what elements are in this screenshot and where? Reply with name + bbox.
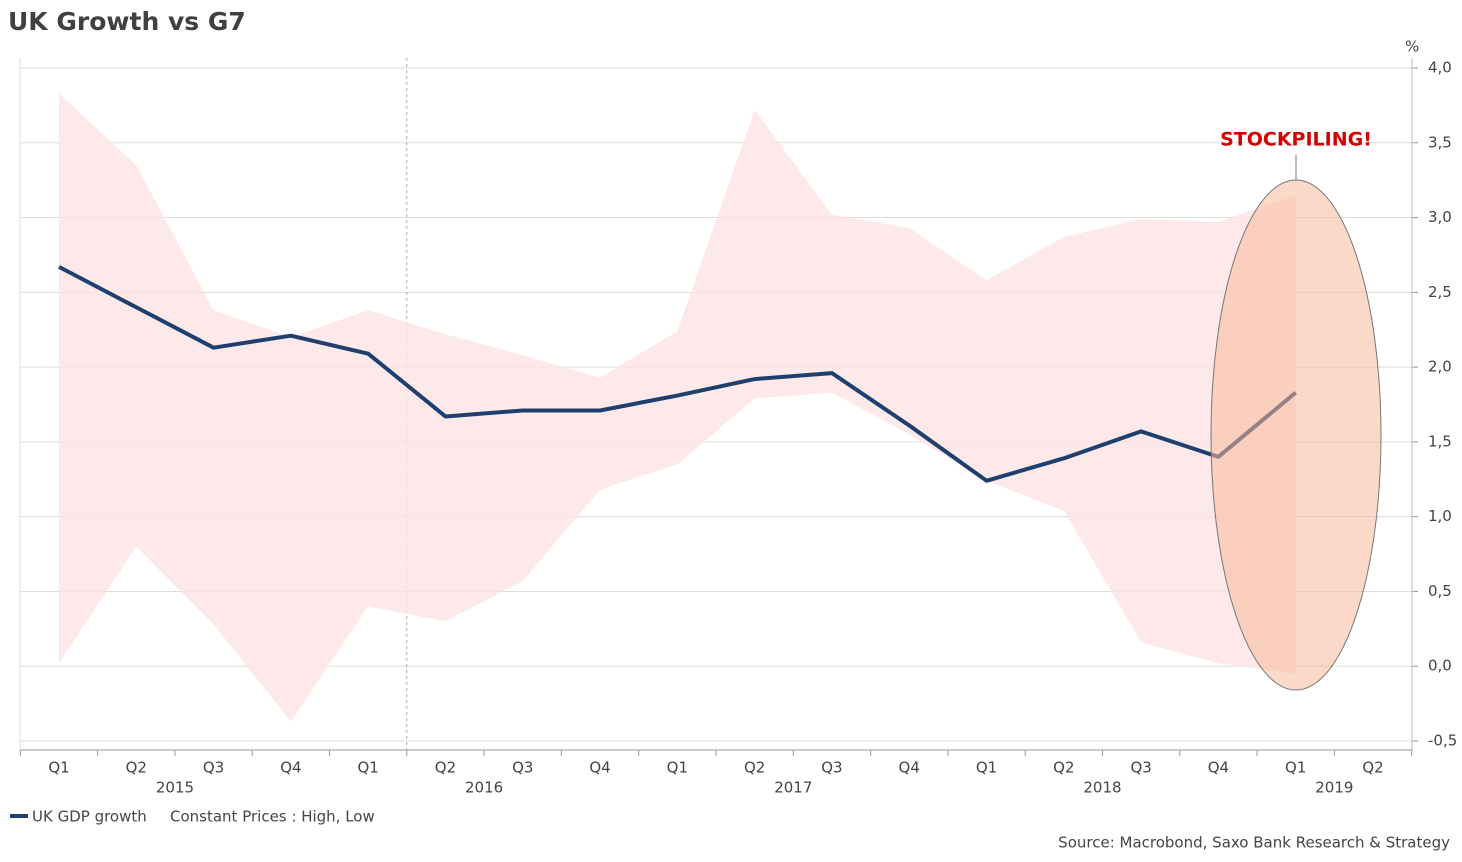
- x-tick-label: Q4: [899, 759, 920, 777]
- x-tick-label: Q3: [821, 759, 842, 777]
- x-tick-label: Q2: [1053, 759, 1074, 777]
- x-tick-label: Q2: [744, 759, 765, 777]
- x-tick-label: Q1: [357, 759, 378, 777]
- chart-title: UK Growth vs G7: [8, 7, 246, 36]
- y-tick-label: 1,5: [1428, 432, 1452, 450]
- x-group-label: 2015: [156, 779, 194, 797]
- x-group-label: 2018: [1083, 779, 1121, 797]
- legend-label: Constant Prices : High, Low: [170, 808, 375, 826]
- x-tick-label: Q4: [280, 759, 301, 777]
- y-tick-label: 0,5: [1428, 582, 1452, 600]
- x-group-label: 2016: [465, 779, 503, 797]
- y-tick-label: 3,5: [1428, 133, 1452, 151]
- x-group-label: 2019: [1315, 779, 1353, 797]
- series-line: [58, 265, 1297, 483]
- x-group-label: 2017: [774, 779, 812, 797]
- range-band: [59, 93, 1296, 722]
- y-tick-label: 1,0: [1428, 507, 1452, 525]
- y-tick-label: 4,0: [1428, 59, 1452, 77]
- x-tick-label: Q3: [512, 759, 533, 777]
- x-tick-label: Q2: [1362, 759, 1383, 777]
- y-tick-label: 2,5: [1428, 283, 1452, 301]
- y-unit: %: [1405, 38, 1419, 56]
- y-tick-label: 2,0: [1428, 358, 1452, 376]
- x-tick-label: Q3: [1130, 759, 1151, 777]
- legend-label: UK GDP growth: [32, 808, 147, 826]
- x-tick-label: Q2: [435, 759, 456, 777]
- x-tick-label: Q1: [1285, 759, 1306, 777]
- plot: -0,5 0,0 0,5 1,0 1,5 2,0 2,5 3,0 3,5 4,0 Q1 Q2 Q3 Q4 Q…: [19, 58, 1457, 797]
- y-tick-label: 0,0: [1428, 657, 1452, 675]
- x-tick-label: Q1: [667, 759, 688, 777]
- highlight-ellipse: [1210, 179, 1382, 691]
- y-tick-label: -0,5: [1428, 732, 1457, 750]
- x-tick-label: Q3: [203, 759, 224, 777]
- x-tick-label: Q4: [1208, 759, 1229, 777]
- x-tick-label: Q1: [976, 759, 997, 777]
- annotation: STOCKPILING!: [1220, 129, 1372, 151]
- y-tick-label: 3,0: [1428, 208, 1452, 226]
- x-tick-label: Q2: [126, 759, 147, 777]
- x-tick-label: Q1: [48, 759, 69, 777]
- source: Source: Macrobond, Saxo Bank Research & …: [1058, 834, 1450, 852]
- x-tick-label: Q4: [589, 759, 610, 777]
